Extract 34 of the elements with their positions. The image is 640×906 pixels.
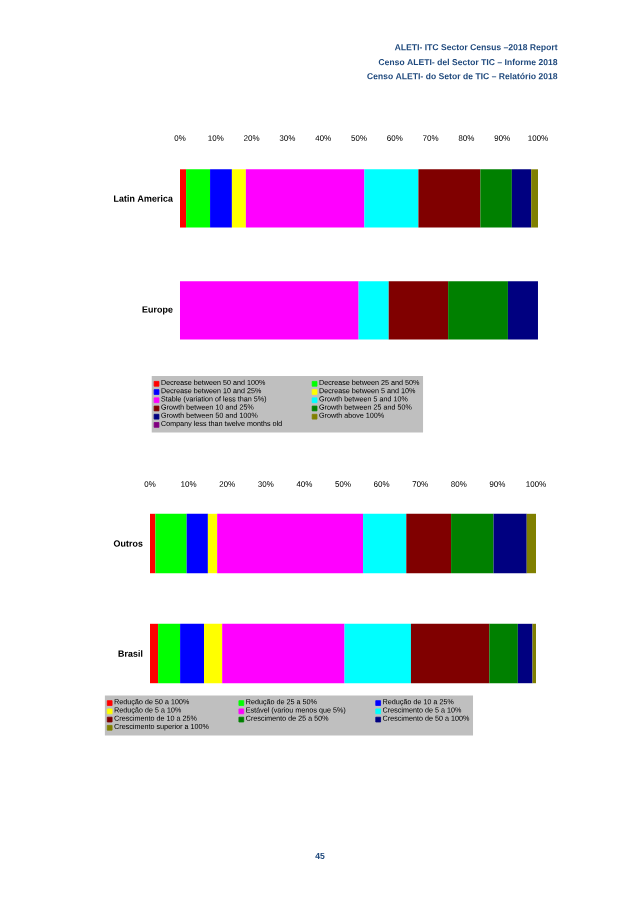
bar	[517, 623, 533, 684]
bar	[507, 281, 538, 340]
bar	[526, 513, 536, 574]
bar	[207, 513, 218, 574]
bar	[155, 513, 187, 574]
bar	[511, 169, 532, 228]
bar	[231, 169, 246, 228]
bar	[406, 513, 452, 574]
bar	[150, 513, 156, 574]
bar	[448, 281, 508, 340]
bar	[388, 281, 449, 340]
bar	[245, 169, 365, 228]
bar	[180, 623, 205, 684]
bar	[418, 169, 481, 228]
bar	[179, 169, 187, 228]
bar	[410, 623, 490, 684]
bar	[344, 623, 411, 684]
bar	[489, 623, 518, 684]
bar	[217, 513, 364, 574]
bar	[493, 513, 527, 574]
bar	[204, 623, 223, 684]
bar	[210, 169, 232, 228]
bar	[150, 623, 159, 684]
bar	[363, 513, 407, 574]
bar	[222, 623, 345, 684]
bar	[179, 281, 359, 340]
bar	[531, 169, 538, 228]
bar	[358, 281, 389, 340]
bar	[158, 623, 181, 684]
bar	[364, 169, 419, 228]
bar	[186, 513, 208, 574]
bar	[451, 513, 494, 574]
bar	[480, 169, 512, 228]
bar	[186, 169, 211, 228]
